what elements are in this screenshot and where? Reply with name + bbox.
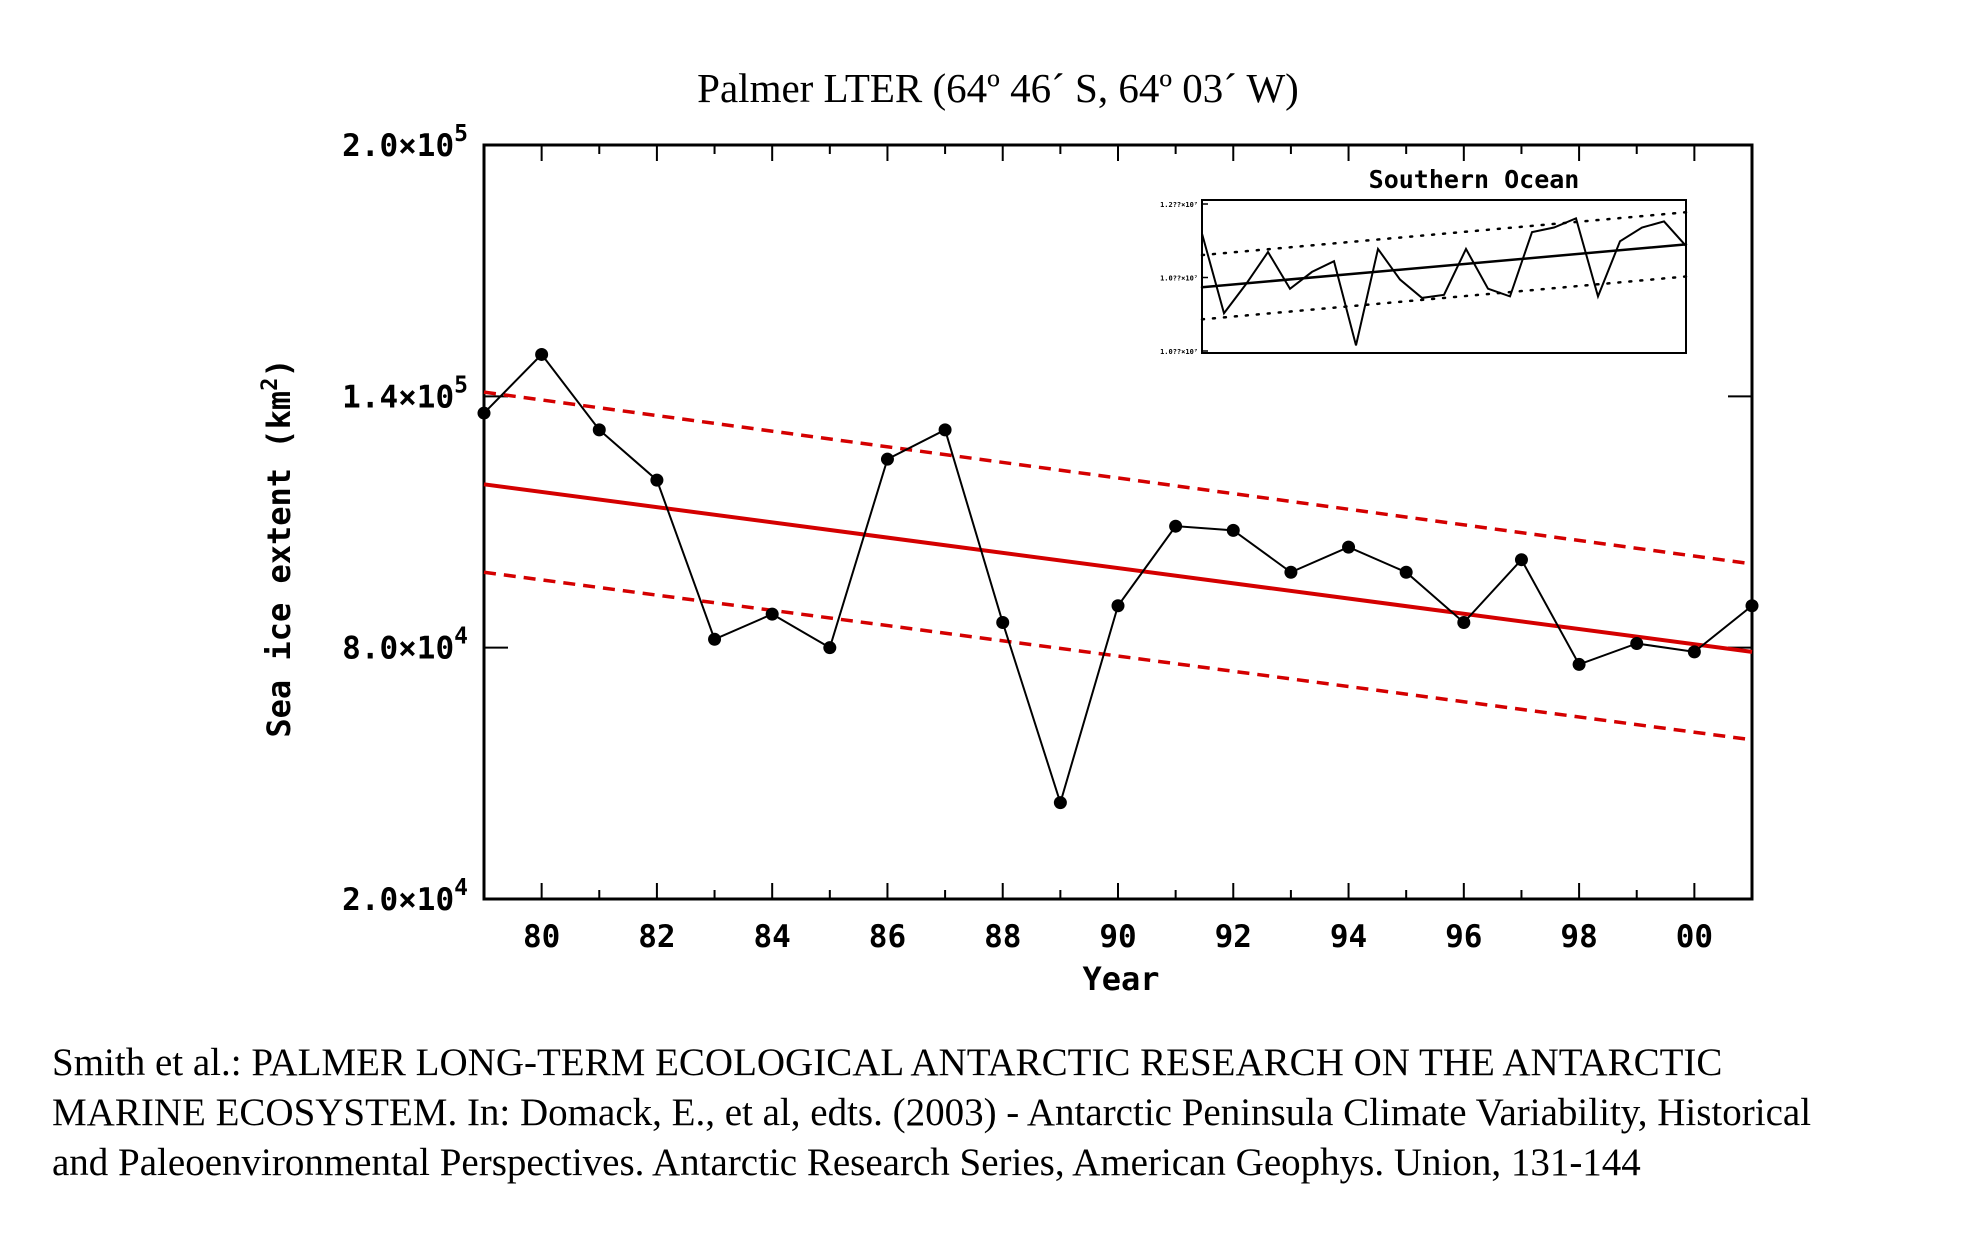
data-point	[1226, 523, 1240, 537]
data-point	[477, 406, 491, 420]
data-point	[1342, 540, 1356, 554]
inset-title: Southern Ocean	[1369, 165, 1580, 194]
x-tick-label: 94	[1330, 919, 1367, 955]
x-axis-label: Year	[1082, 960, 1159, 998]
y-tick-label: 1.4×105	[342, 372, 468, 415]
x-tick-label: 00	[1676, 919, 1713, 955]
trend-line	[483, 482, 1753, 654]
data-point	[592, 423, 606, 437]
citation: Smith et al.: PALMER LONG-TERM ECOLOGICA…	[52, 1038, 1952, 1188]
citation-line: MARINE ECOSYSTEM. In: Domack, E., et al,…	[52, 1091, 1812, 1134]
y-tick-label: 2.0×105	[342, 121, 468, 164]
data-point	[996, 616, 1010, 630]
inset-confidence-line	[1200, 275, 1688, 321]
x-tick-label: 98	[1560, 919, 1597, 955]
inset-trend-line	[1200, 243, 1688, 289]
data-point	[1053, 796, 1067, 810]
data-point	[1111, 599, 1125, 613]
data-point	[1687, 645, 1701, 659]
x-tick-label: 84	[754, 919, 791, 955]
confidence-line	[483, 570, 1753, 742]
data-point	[938, 423, 952, 437]
sea-ice-series-line	[483, 352, 1753, 807]
data-point	[1745, 599, 1759, 613]
data-point	[1514, 553, 1528, 567]
inset-y-tick-label: 1.0??×10⁷	[1160, 275, 1198, 283]
inset-series-line	[1201, 217, 1687, 346]
data-point	[880, 452, 894, 466]
x-tick-label: 92	[1215, 919, 1252, 955]
data-point	[650, 473, 664, 487]
data-point	[1457, 616, 1471, 630]
inset-y-tick-label: 1.2??×10⁷	[1160, 201, 1198, 209]
x-tick-label: 88	[984, 919, 1021, 955]
data-point	[708, 632, 722, 646]
inset-chart: Southern Ocean 1.2??×10⁷ 1.0??×10⁷ 1.0??×1…	[1160, 165, 1688, 356]
x-tick-label: 80	[523, 919, 560, 955]
y-axis-label: Sea ice extent (km2)	[258, 358, 298, 737]
chart-title: Palmer LTER (64º 46´ S, 64º 03´ W)	[697, 65, 1299, 111]
citation-line: and Paleoenvironmental Perspectives. Ant…	[52, 1141, 1641, 1184]
data-point	[1572, 657, 1586, 671]
x-tick-label: 82	[638, 919, 675, 955]
data-point	[535, 347, 549, 361]
inset-confidence-line	[1200, 210, 1688, 257]
y-tick-label: 8.0×104	[342, 624, 468, 667]
data-point	[1630, 636, 1644, 650]
y-tick-label: 2.0×104	[342, 875, 468, 918]
x-tick-label: 96	[1445, 919, 1482, 955]
x-tick-label: 86	[869, 919, 906, 955]
confidence-line	[483, 390, 1753, 566]
inset-y-tick-label: 1.0??×10⁷	[1160, 348, 1198, 356]
data-point	[1399, 565, 1413, 579]
data-point	[1169, 519, 1183, 533]
x-tick-label: 90	[1099, 919, 1136, 955]
data-point	[765, 607, 779, 621]
data-point	[823, 641, 837, 655]
inset-frame	[1201, 199, 1687, 354]
data-point	[1284, 565, 1298, 579]
citation-line: Smith et al.: PALMER LONG-TERM ECOLOGICA…	[52, 1041, 1723, 1084]
